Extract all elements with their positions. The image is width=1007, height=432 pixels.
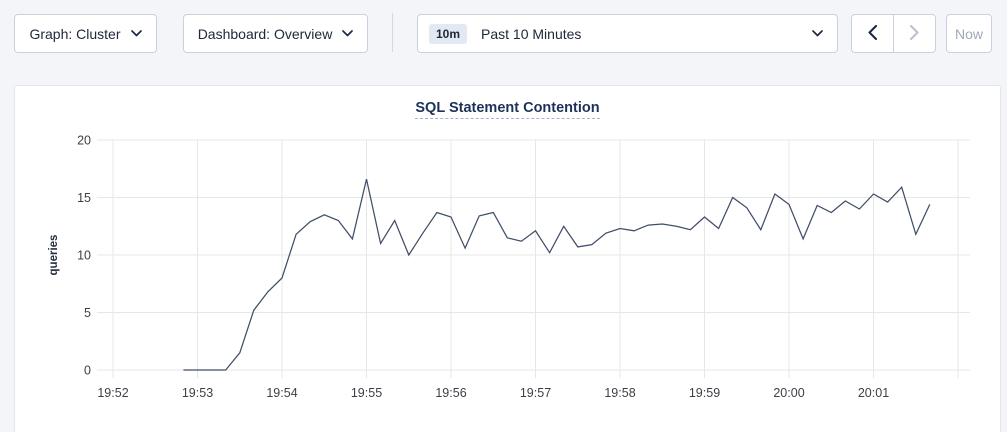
svg-text:19:57: 19:57: [520, 386, 551, 400]
svg-text:19:58: 19:58: [604, 386, 635, 400]
svg-text:20:00: 20:00: [773, 386, 804, 400]
svg-text:19:54: 19:54: [266, 386, 297, 400]
chart-title[interactable]: SQL Statement Contention: [415, 100, 600, 119]
svg-text:20: 20: [77, 134, 91, 148]
chevron-down-icon: [342, 30, 354, 37]
chart-panel: 0 5 10 15 20 19:52 19:53 19:54 19:55 19:56 19:57 19…: [14, 85, 1001, 432]
chevron-down-icon: [130, 30, 142, 37]
svg-text:0: 0: [84, 364, 91, 378]
chevron-right-icon: [909, 24, 919, 43]
now-button[interactable]: Now: [946, 14, 992, 53]
svg-text:19:56: 19:56: [435, 386, 466, 400]
dashboard-dropdown-label: Dashboard: Overview: [197, 25, 333, 42]
time-range-badge: 10m: [429, 23, 468, 44]
svg-text:20:01: 20:01: [858, 386, 889, 400]
svg-text:queries: queries: [48, 235, 60, 276]
toolbar: Graph: Cluster Dashboard: Overview 10m P…: [0, 0, 1007, 70]
time-step-forward-button[interactable]: [894, 15, 935, 52]
graph-dropdown[interactable]: Graph: Cluster: [14, 14, 157, 53]
chevron-down-icon: [812, 30, 823, 37]
svg-text:10: 10: [77, 249, 91, 263]
svg-text:5: 5: [84, 306, 91, 320]
chart-title-row: SQL Statement Contention: [15, 86, 1000, 128]
time-step-back-button[interactable]: [852, 15, 894, 52]
graph-dropdown-label: Graph: Cluster: [29, 25, 121, 42]
svg-text:15: 15: [77, 191, 91, 205]
chevron-left-icon: [868, 24, 878, 43]
svg-text:19:52: 19:52: [97, 386, 128, 400]
time-range-label: Past 10 Minutes: [481, 25, 582, 42]
now-button-label: Now: [955, 25, 984, 42]
dashboard-dropdown[interactable]: Dashboard: Overview: [183, 14, 368, 53]
svg-text:19:59: 19:59: [689, 386, 720, 400]
svg-text:19:55: 19:55: [351, 386, 382, 400]
toolbar-divider: [392, 13, 393, 52]
time-step-button-group: [851, 14, 936, 53]
time-range-selector[interactable]: 10m Past 10 Minutes: [417, 14, 838, 53]
svg-text:19:53: 19:53: [182, 386, 213, 400]
sql-statement-contention-line-chart[interactable]: 0 5 10 15 20 19:52 19:53 19:54 19:55 19:56 19:57 19…: [15, 86, 1002, 432]
